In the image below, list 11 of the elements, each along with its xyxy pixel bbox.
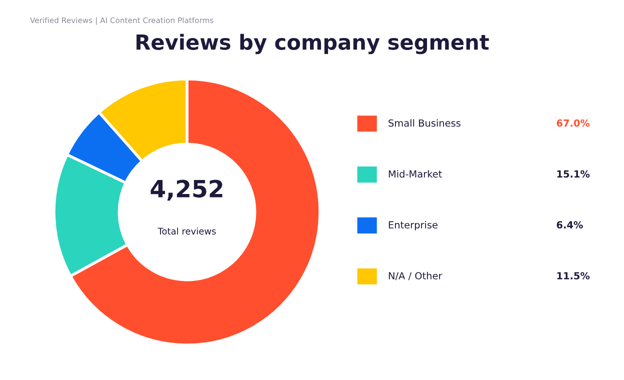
data-label: 67.0%	[556, 119, 590, 127]
data-label: 6.4%	[556, 221, 583, 229]
chart-title: Reviews by company segment	[136, 34, 489, 54]
legend-label: Mid-Market	[388, 170, 442, 178]
text: 4,252	[150, 180, 222, 201]
legend-label: N/A / Other	[388, 272, 442, 280]
data-label: 15.1%	[557, 170, 590, 178]
legend-label: Enterprise	[388, 221, 438, 230]
data-label: 11.5%	[557, 272, 590, 280]
text: Total reviews	[158, 228, 216, 235]
legend-label: Small Business	[388, 119, 460, 127]
